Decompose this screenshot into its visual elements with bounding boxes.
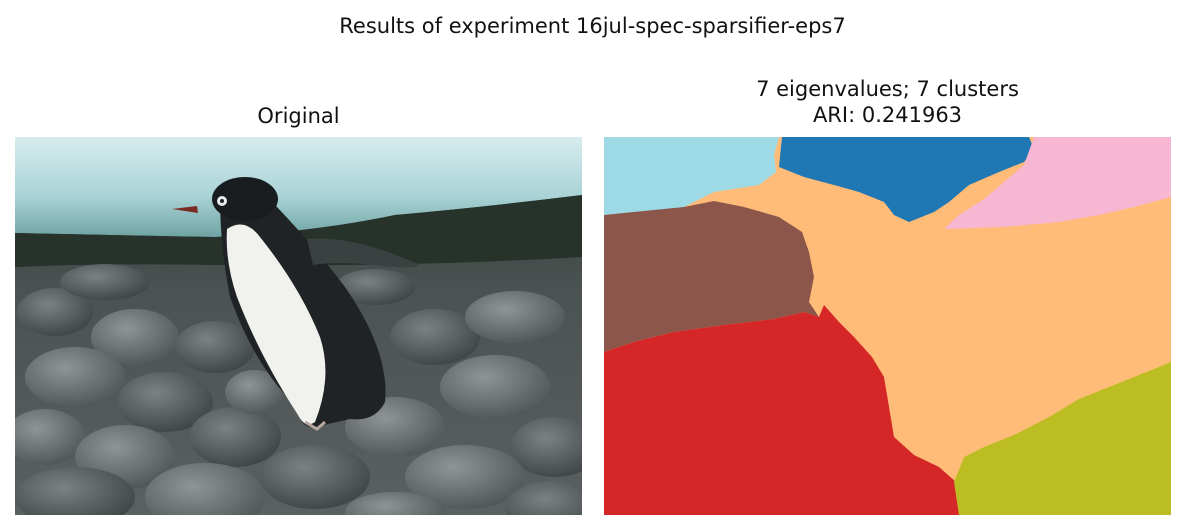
cluster-brown-region (604, 201, 819, 352)
segmentation-title-line2: ARI: 0.241963 (812, 103, 963, 127)
penguin (172, 177, 420, 431)
cluster-blue-region (779, 137, 1034, 222)
original-panel-title: Original (257, 104, 340, 128)
segmentation-image-panel (604, 137, 1171, 515)
cluster-olive-region (954, 362, 1171, 515)
segmentation-map (604, 137, 1171, 515)
segmentation-title-line1: 7 eigenvalues; 7 clusters (756, 77, 1019, 101)
cluster-pink-region (944, 137, 1171, 229)
cluster-cyan-region (604, 137, 779, 215)
penguin-photo (15, 137, 582, 515)
figure-title: Results of experiment 16jul-spec-sparsif… (339, 14, 846, 38)
ice-background (15, 137, 582, 237)
segmentation-panel-title: 7 eigenvalues; 7 clusters ARI: 0.241963 (604, 76, 1171, 128)
cluster-red-region (604, 305, 959, 515)
original-image-panel (15, 137, 582, 515)
